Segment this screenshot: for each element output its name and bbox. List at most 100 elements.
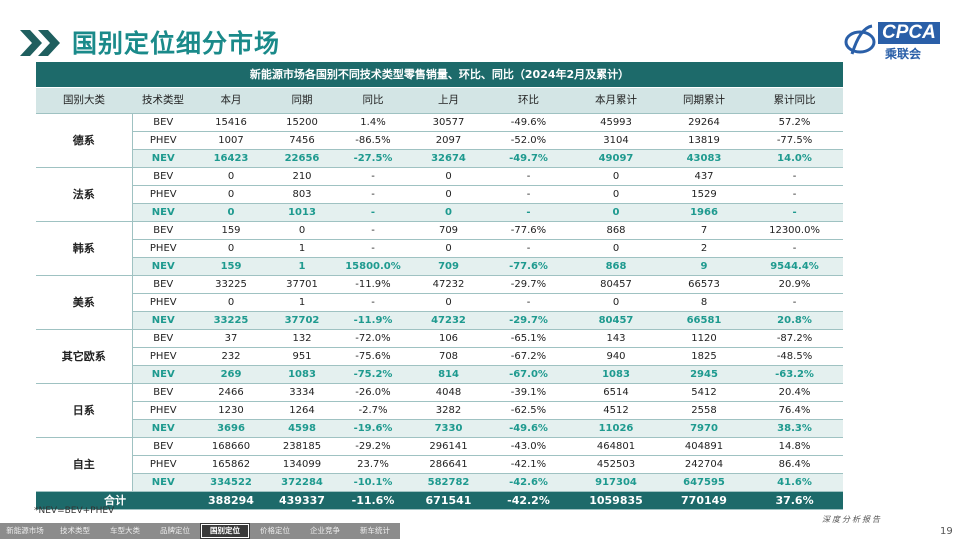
cell: 1825 [662, 347, 746, 366]
data-row: PHEV 1230 1264 -2.7% 3282 -62.5% 4512 2558 76.4% [36, 401, 844, 420]
cell: 49097 [570, 149, 662, 168]
cell: 940 [570, 347, 662, 366]
page-number: 19 [940, 526, 953, 537]
cell: 32674 [410, 149, 487, 168]
cell: -42.1% [487, 455, 570, 474]
cell: 0 [194, 293, 268, 312]
tech-type: PHEV [132, 293, 194, 312]
nav-tab[interactable]: 企业竞争 [310, 526, 340, 535]
cell: 15200 [268, 113, 336, 132]
cell: 464801 [570, 437, 662, 456]
cell: 7330 [410, 419, 487, 438]
tech-type: PHEV [132, 455, 194, 474]
cell: 0 [410, 203, 487, 222]
tech-type: NEV [132, 311, 194, 330]
cell: 1059835 [570, 491, 662, 510]
cell: 582782 [410, 473, 487, 492]
cell: 1083 [268, 365, 336, 384]
tech-type: PHEV [132, 347, 194, 366]
tech-type: PHEV [132, 401, 194, 420]
cell: 0 [410, 167, 487, 186]
cell: 671541 [410, 491, 487, 510]
cell: - [336, 293, 410, 312]
cell: 33225 [194, 311, 268, 330]
tech-type: PHEV [132, 239, 194, 258]
cell: 37702 [268, 311, 336, 330]
cell: -49.6% [487, 113, 570, 132]
cell: -42.6% [487, 473, 570, 492]
cell: 0 [570, 239, 662, 258]
cell: 7456 [268, 131, 336, 150]
cell: 20.9% [746, 275, 844, 294]
cell: 1264 [268, 401, 336, 420]
cell: 57.2% [746, 113, 844, 132]
report-label: 深度分析报告 [822, 515, 882, 524]
cell: 334522 [194, 473, 268, 492]
cell: 13819 [662, 131, 746, 150]
tech-type: PHEV [132, 131, 194, 150]
tech-type: NEV [132, 203, 194, 222]
nav-tab[interactable]: 价格定位 [260, 526, 290, 535]
cell: -29.7% [487, 311, 570, 330]
cell: 2945 [662, 365, 746, 384]
nav-tab[interactable]: 新能源市场 [6, 526, 44, 535]
cell: 708 [410, 347, 487, 366]
cell: 132 [268, 329, 336, 348]
column-header: 同期 [268, 87, 336, 114]
cell: 1007 [194, 131, 268, 150]
cell: 296141 [410, 437, 487, 456]
cell: 232 [194, 347, 268, 366]
nav-tab[interactable]: 国别定位 [200, 523, 250, 539]
cell: 86.4% [746, 455, 844, 474]
cell: 1966 [662, 203, 746, 222]
cell: 3334 [268, 383, 336, 402]
cell: 709 [410, 257, 487, 276]
cell: - [746, 203, 844, 222]
cell: 8 [662, 293, 746, 312]
cell: -62.5% [487, 401, 570, 420]
cell: -26.0% [336, 383, 410, 402]
nav-bar: 新能源市场 技术类型 车型大类 品牌定位 国别定位 价格定位 企业竞争 新车统计 [0, 523, 400, 539]
cell: - [487, 239, 570, 258]
header-row: 国别大类 技术类型 本月 同期 同比 上月 环比 本月累计 同期累计 累计同比 [36, 87, 844, 114]
data-row: NEV 334522 372284 -10.1% 582782 -42.6% 917304 6… [36, 473, 844, 492]
cell: -10.1% [336, 473, 410, 492]
cell: 47232 [410, 275, 487, 294]
cell: 0 [570, 185, 662, 204]
cell: 2 [662, 239, 746, 258]
cell: - [487, 203, 570, 222]
data-row: PHEV 232 951 -75.6% 708 -67.2% 940 1825 -48.5% [36, 347, 844, 366]
cell: 15800.0% [336, 257, 410, 276]
cell: 4512 [570, 401, 662, 420]
cell: 165862 [194, 455, 268, 474]
cell: 7970 [662, 419, 746, 438]
tech-type: NEV [132, 149, 194, 168]
data-row: NEV 33225 37702 -11.9% 47232 -29.7% 80457 66581… [36, 311, 844, 330]
cell: 45993 [570, 113, 662, 132]
nav-tab[interactable]: 新车统计 [360, 526, 390, 535]
cell: 14.8% [746, 437, 844, 456]
cell: 29264 [662, 113, 746, 132]
cell: 0 [194, 239, 268, 258]
cell: -39.1% [487, 383, 570, 402]
nav-tab[interactable]: 车型大类 [110, 526, 140, 535]
cell: 23.7% [336, 455, 410, 474]
cell: 134099 [268, 455, 336, 474]
cell: -75.2% [336, 365, 410, 384]
cell: 2097 [410, 131, 487, 150]
cell: 803 [268, 185, 336, 204]
cell: 80457 [570, 311, 662, 330]
cell: 33225 [194, 275, 268, 294]
cell: 66581 [662, 311, 746, 330]
cell: 7 [662, 221, 746, 240]
cell: -67.0% [487, 365, 570, 384]
cell: 159 [194, 257, 268, 276]
cell: 4048 [410, 383, 487, 402]
column-header: 累计同比 [746, 87, 844, 114]
cell: 15416 [194, 113, 268, 132]
cell: 14.0% [746, 149, 844, 168]
nav-tab[interactable]: 品牌定位 [160, 526, 190, 535]
cell: 951 [268, 347, 336, 366]
data-row: NEV 159 1 15800.0% 709 -77.6% 868 9 9544.4% [36, 257, 844, 276]
nav-tab[interactable]: 技术类型 [60, 526, 90, 535]
